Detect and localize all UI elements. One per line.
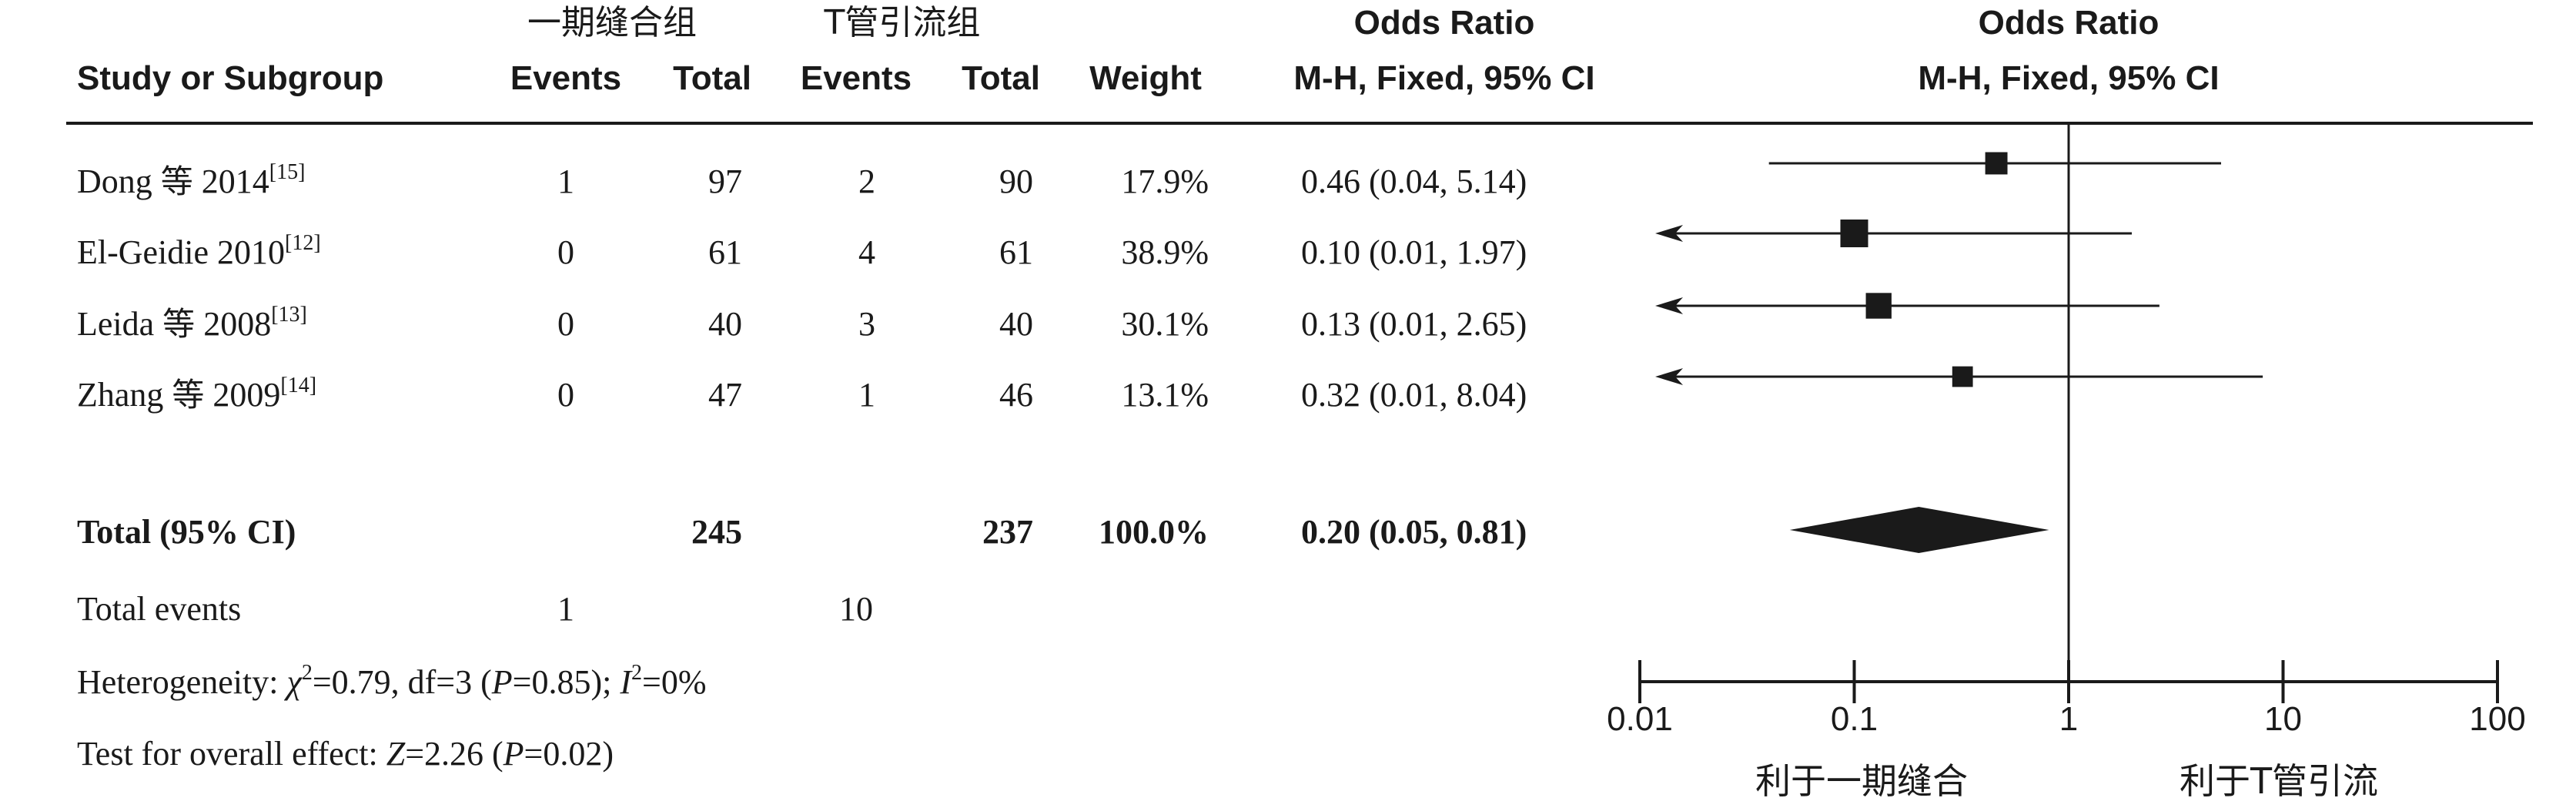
ci-arrow [1655,297,1683,314]
col-total1: Total [673,59,751,97]
total1-value: 61 [708,233,742,271]
events1-value: 0 [557,376,574,414]
plot-marks [1655,123,2263,682]
ci-arrow [1655,225,1683,242]
events1-value: 0 [557,305,574,343]
events1-value: 0 [557,233,574,271]
total-row: Total (95% CI) 245 237 100.0% 0.20 (0.05… [77,513,1527,551]
col-study: Study or Subgroup [77,59,383,97]
total1-value: 97 [708,163,742,200]
total-events-label: Total events [77,590,241,628]
total-label: Total (95% CI) [77,513,296,551]
weight-value: 30.1% [1121,305,1209,343]
total2-value: 46 [999,376,1033,414]
weight-value: 38.9% [1121,233,1209,271]
point-estimate-square [1985,152,2008,175]
x-tick-label: 100 [2469,700,2525,738]
overall-effect-stat: Test for overall effect: Z=2.26 (P=0.02) [77,735,614,773]
study-label: Zhang 等 2009[14] [77,374,316,414]
x-axis-ticks: 0.01 0.1 1 10 100 [1607,660,2526,738]
total1-value: 47 [708,376,742,414]
ci-value: 0.13 (0.01, 2.65) [1301,305,1527,343]
study-label: Dong 等 2014[15] [77,160,305,200]
ci-arrow [1655,368,1683,385]
plot-method: M-H, Fixed, 95% CI [1918,59,2219,97]
events2-value: 4 [858,233,875,271]
weight-value: 17.9% [1121,163,1209,200]
point-estimate-square [1865,293,1892,319]
col-events2: Events [801,59,912,97]
weight-value: 13.1% [1121,376,1209,414]
total2-value: 40 [999,305,1033,343]
total1-sum: 245 [691,513,742,551]
study-row: El-Geidie 2010[12] 0 61 4 61 38.9% 0.10 … [77,231,1527,271]
col-weight: Weight [1089,59,1202,97]
events1-value: 1 [557,163,574,200]
total2-value: 90 [999,163,1033,200]
study-row: Leida 等 2008[13] 0 40 3 40 30.1% 0.13 (0… [77,303,1527,343]
pooled-diamond [1789,507,2049,553]
x-tick-label: 0.1 [1831,700,1878,738]
point-estimate-square [1840,220,1868,247]
favours-right-label: 利于T管引流 [2180,760,2378,802]
col-method: M-H, Fixed, 95% CI [1293,59,1594,97]
events2-value: 2 [858,163,875,200]
col-events1: Events [510,59,621,97]
ci-value: 0.10 (0.01, 1.97) [1301,233,1527,271]
plot-title: Odds Ratio [1979,4,2159,42]
total-events1: 1 [557,590,574,628]
heterogeneity-stat: Heterogeneity: χ2=0.79, df=3 (P=0.85); I… [77,661,706,701]
x-tick-label: 10 [2264,700,2302,738]
x-tick-label: 0.01 [1607,700,1673,738]
total1-value: 40 [708,305,742,343]
total-events-row: Total events 1 10 [77,590,873,628]
ci-value: 0.46 (0.04, 5.14) [1301,163,1527,200]
ci-value: 0.32 (0.01, 8.04) [1301,376,1527,414]
x-tick-label: 1 [2059,700,2078,738]
total-events2: 10 [839,590,873,628]
events2-value: 3 [858,305,875,343]
group1-header: 一期缝合组 [527,3,697,42]
favours-left-label: 利于一期缝合 [1755,760,1968,802]
study-row: Zhang 等 2009[14] 0 47 1 46 13.1% 0.32 (0… [77,374,1527,414]
events2-value: 1 [858,376,875,414]
study-row: Dong 等 2014[15] 1 97 2 90 17.9% 0.46 (0.… [77,160,1527,200]
total-weight: 100.0% [1099,513,1209,551]
or-title: Odds Ratio [1354,4,1535,42]
total2-sum: 237 [982,513,1033,551]
col-total2: Total [962,59,1040,97]
study-label: Leida 等 2008[13] [77,303,307,343]
point-estimate-square [1952,366,1973,387]
study-label: El-Geidie 2010[12] [77,231,321,271]
group2-header: T管引流组 [824,3,981,42]
total-ci: 0.20 (0.05, 0.81) [1301,513,1527,551]
total2-value: 61 [999,233,1033,271]
